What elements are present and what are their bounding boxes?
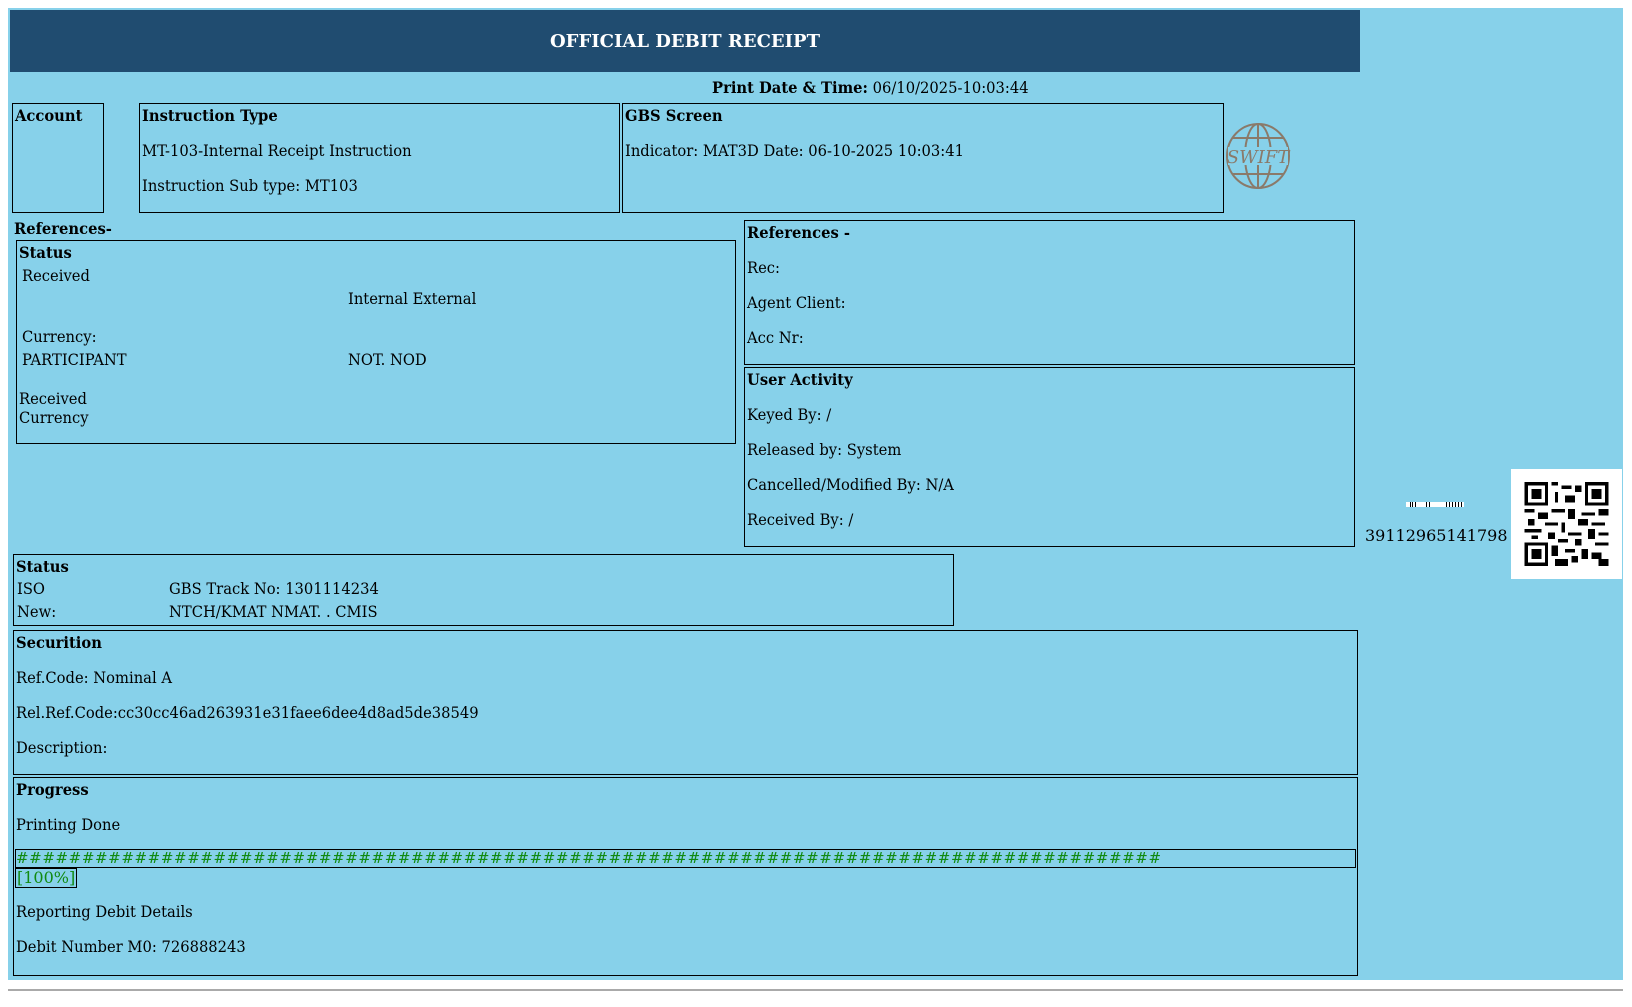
references-status-box: Status Received Internal External Curren… [16, 240, 736, 444]
keyed-by: Keyed By: / [747, 405, 832, 424]
rec-field: Rec: [747, 258, 781, 277]
instruction-title: Instruction Type [142, 106, 278, 125]
currency-label: Currency: [22, 327, 97, 346]
received-label: Received [22, 266, 90, 285]
debit-number: Debit Number M0: 726888243 [16, 937, 246, 956]
references-right-title: References - [747, 223, 850, 242]
gbs-indicator: Indicator: MAT3D Date: 06-10-2025 10:03:… [625, 141, 964, 160]
receipt-background [8, 8, 1623, 980]
footer-divider [8, 989, 1623, 991]
references-right-box: References - Rec: Agent Client: Acc Nr: [744, 220, 1355, 365]
receipt-header: OFFICIAL DEBIT RECEIPT [10, 10, 1360, 72]
account-box: Account [12, 103, 104, 213]
gbs-track-no: GBS Track No: 1301114234 [169, 579, 379, 598]
status-title: Status [16, 557, 69, 576]
acc-nr-field: Acc Nr: [747, 328, 804, 347]
progress-box: Progress Printing Done Reporting Debit D… [13, 777, 1358, 976]
status-iso: ISO [17, 579, 45, 598]
progress-percent: [100%] [15, 868, 78, 888]
qr-code-icon [1511, 469, 1622, 579]
ref-code: Ref.Code: Nominal A [16, 668, 172, 687]
securition-title: Securition [16, 633, 102, 652]
status-new-value: NTCH/KMAT NMAT. . CMIS [169, 602, 378, 621]
received-currency-label-2: Currency [19, 408, 89, 427]
gbs-box: GBS Screen Indicator: MAT3D Date: 06-10-… [622, 103, 1224, 213]
user-activity-box: User Activity Keyed By: / Released by: S… [744, 367, 1355, 547]
swift-logo-icon: SWIFT [1226, 123, 1291, 189]
description: Description: [16, 738, 108, 757]
barcode-icon [1406, 502, 1464, 507]
references-left-label: References- [14, 219, 112, 238]
not-nod-value: NOT. NOD [348, 350, 427, 369]
instruction-box: Instruction Type MT-103-Internal Receipt… [139, 103, 620, 213]
instruction-subtype: Instruction Sub type: MT103 [142, 176, 358, 195]
progress-bar: ########################################… [15, 849, 1356, 868]
securition-box: Securition Ref.Code: Nominal A Rel.Ref.C… [13, 630, 1358, 775]
status-new-label: New: [17, 602, 57, 621]
released-by: Released by: System [747, 440, 902, 459]
status-box: Status ISO GBS Track No: 1301114234 New:… [13, 554, 954, 626]
barcode-number: 39112965141798 [1365, 526, 1508, 545]
references-status-title: Status [19, 243, 72, 262]
received-currency-label-1: Received [19, 389, 87, 408]
reporting-debit-details: Reporting Debit Details [16, 902, 193, 921]
progress-title: Progress [16, 780, 89, 799]
print-date-label: Print Date & Time: [712, 78, 868, 97]
user-activity-title: User Activity [747, 370, 853, 389]
print-date-value: 06/10/2025-10:03:44 [872, 78, 1029, 97]
account-title: Account [15, 106, 83, 125]
participant-value: PARTICIPANT [22, 350, 127, 369]
progress-status: Printing Done [16, 815, 121, 834]
gbs-title: GBS Screen [625, 106, 723, 125]
instruction-type: MT-103-Internal Receipt Instruction [142, 141, 412, 160]
receipt-title: OFFICIAL DEBIT RECEIPT [550, 30, 820, 52]
swift-logo-text: SWIFT [1227, 147, 1291, 168]
agent-client-field: Agent Client: [747, 293, 846, 312]
received-by: Received By: / [747, 510, 854, 529]
rel-ref-code: Rel.Ref.Code:cc30cc46ad263931e31faee6dee… [16, 703, 479, 722]
cancelled-by: Cancelled/Modified By: N/A [747, 475, 954, 494]
print-date: Print Date & Time: 06/10/2025-10:03:44 [712, 78, 1029, 97]
internal-external-label: Internal External [348, 289, 477, 308]
